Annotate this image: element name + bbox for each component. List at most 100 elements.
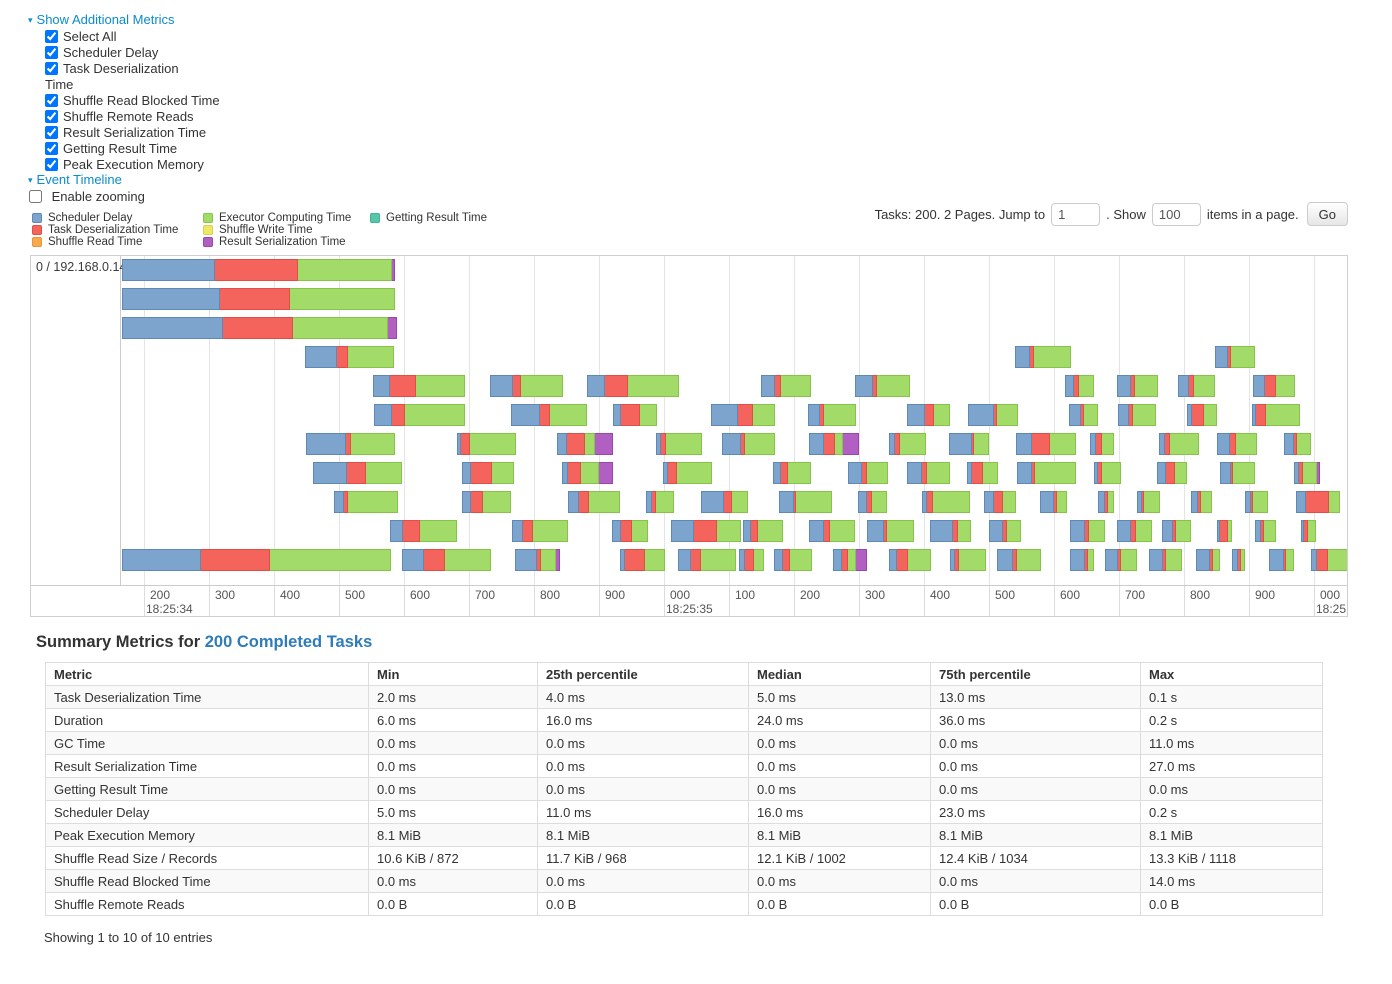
timeline-task-bar[interactable] [989, 520, 1021, 542]
timeline-task-bar[interactable] [701, 491, 748, 513]
timeline-task-bar[interactable] [1255, 520, 1276, 542]
timeline-task-bar[interactable] [646, 491, 674, 513]
timeline-task-bar[interactable] [678, 549, 736, 571]
timeline-task-bar[interactable] [562, 462, 613, 484]
event-timeline-toggle[interactable]: ▾ Event Timeline [28, 172, 122, 187]
timeline-task-bar[interactable] [889, 549, 931, 571]
timeline-task-bar[interactable] [722, 433, 775, 455]
timeline-task-bar[interactable] [907, 404, 950, 426]
timeline-task-bar[interactable] [848, 462, 888, 484]
timeline-task-bar[interactable] [867, 520, 914, 542]
timeline-task-bar[interactable] [122, 259, 395, 281]
timeline-task-bar[interactable] [1069, 404, 1098, 426]
timeline-task-bar[interactable] [1070, 520, 1105, 542]
timeline-task-bar[interactable] [656, 433, 702, 455]
timeline-task-bar[interactable] [773, 462, 811, 484]
timeline-task-bar[interactable] [1017, 462, 1076, 484]
timeline-task-bar[interactable] [1070, 549, 1094, 571]
timeline-task-bar[interactable] [1149, 549, 1182, 571]
timeline-task-bar[interactable] [334, 491, 398, 513]
timeline-task-bar[interactable] [1117, 375, 1158, 397]
timeline-task-bar[interactable] [1090, 433, 1114, 455]
timeline-task-bar[interactable] [490, 375, 563, 397]
timeline-task-bar[interactable] [374, 404, 465, 426]
timeline-task-bar[interactable] [809, 520, 855, 542]
timeline-task-bar[interactable] [306, 433, 395, 455]
timeline-task-bar[interactable] [855, 375, 910, 397]
metric-checkbox[interactable] [45, 142, 58, 155]
timeline-task-bar[interactable] [1220, 462, 1255, 484]
timeline-task-bar[interactable] [1232, 549, 1245, 571]
timeline-task-bar[interactable] [1157, 462, 1187, 484]
metric-checkbox[interactable] [45, 30, 58, 43]
timeline-task-bar[interactable] [774, 549, 812, 571]
timeline-task-bar[interactable] [1105, 549, 1137, 571]
timeline-task-bar[interactable] [1294, 462, 1320, 484]
timeline-task-bar[interactable] [373, 375, 465, 397]
timeline-task-bar[interactable] [613, 404, 657, 426]
items-per-page-input[interactable] [1151, 202, 1201, 226]
timeline-task-bar[interactable] [1118, 404, 1156, 426]
timeline-task-bar[interactable] [967, 462, 998, 484]
timeline-task-bar[interactable] [833, 549, 867, 571]
enable-zooming-checkbox[interactable] [29, 190, 42, 203]
timeline-task-bar[interactable] [1159, 433, 1199, 455]
timeline-task-bar[interactable] [305, 346, 394, 368]
timeline-task-bar[interactable] [949, 433, 989, 455]
timeline-task-bar[interactable] [808, 404, 856, 426]
timeline-task-bar[interactable] [512, 520, 568, 542]
timeline-task-bar[interactable] [1217, 433, 1257, 455]
metric-checkbox[interactable] [45, 126, 58, 139]
timeline-task-bar[interactable] [1245, 491, 1268, 513]
timeline-task-bar[interactable] [515, 549, 560, 571]
timeline-task-bar[interactable] [663, 462, 712, 484]
timeline-task-bar[interactable] [1137, 491, 1160, 513]
timeline-task-bar[interactable] [313, 462, 402, 484]
timeline-task-bar[interactable] [809, 433, 859, 455]
timeline-task-bar[interactable] [462, 491, 511, 513]
timeline-task-bar[interactable] [1117, 520, 1152, 542]
timeline-task-bar[interactable] [984, 491, 1016, 513]
timeline-task-bar[interactable] [390, 520, 457, 542]
timeline-task-bar[interactable] [711, 404, 775, 426]
timeline-task-bar[interactable] [1269, 549, 1294, 571]
metric-checkbox[interactable] [45, 158, 58, 171]
jump-to-page-input[interactable] [1051, 202, 1101, 226]
timeline-task-bar[interactable] [950, 549, 986, 571]
timeline-task-bar[interactable] [779, 491, 832, 513]
timeline-task-bar[interactable] [1187, 404, 1217, 426]
timeline-task-bar[interactable] [1065, 375, 1094, 397]
timeline-task-bar[interactable] [122, 288, 395, 310]
timeline-task-bar[interactable] [511, 404, 587, 426]
timeline-task-bar[interactable] [557, 433, 613, 455]
timeline-task-bar[interactable] [858, 491, 887, 513]
timeline-task-bar[interactable] [761, 375, 811, 397]
timeline-task-bar[interactable] [930, 520, 971, 542]
metric-checkbox[interactable] [45, 110, 58, 123]
timeline-task-bar[interactable] [922, 491, 970, 513]
timeline-task-bar[interactable] [462, 462, 514, 484]
timeline-task-bar[interactable] [568, 491, 620, 513]
timeline-task-bar[interactable] [743, 520, 783, 542]
metric-checkbox[interactable] [45, 94, 58, 107]
timeline-task-bar[interactable] [889, 433, 926, 455]
timeline-task-bar[interactable] [587, 375, 679, 397]
timeline-task-bar[interactable] [671, 520, 741, 542]
timeline-task-bar[interactable] [1015, 346, 1071, 368]
timeline-task-bar[interactable] [907, 462, 950, 484]
timeline-task-bar[interactable] [1178, 375, 1215, 397]
timeline-task-bar[interactable] [122, 549, 391, 571]
go-button[interactable]: Go [1306, 202, 1348, 226]
show-additional-metrics-toggle[interactable]: ▾ Show Additional Metrics [28, 12, 175, 27]
timeline-task-bar[interactable] [1284, 433, 1311, 455]
timeline-task-bar[interactable] [620, 549, 665, 571]
timeline-task-bar[interactable] [739, 549, 764, 571]
timeline-task-bar[interactable] [1215, 346, 1255, 368]
timeline-task-bar[interactable] [122, 317, 397, 339]
timeline-task-bar[interactable] [1311, 549, 1347, 571]
metric-checkbox[interactable] [45, 62, 58, 75]
timeline-task-bar[interactable] [1040, 491, 1067, 513]
timeline-task-bar[interactable] [402, 549, 491, 571]
timeline-task-bar[interactable] [1196, 549, 1220, 571]
timeline-task-bar[interactable] [997, 549, 1041, 571]
